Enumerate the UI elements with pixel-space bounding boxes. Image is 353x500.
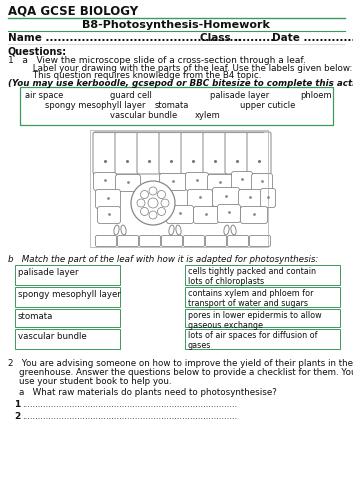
Text: a   What raw materials do plants need to photosynthesise?: a What raw materials do plants need to p… (8, 388, 277, 397)
Text: Name .................................................: Name ...................................… (8, 33, 241, 43)
Ellipse shape (114, 225, 119, 235)
Ellipse shape (121, 225, 126, 235)
Ellipse shape (231, 225, 236, 235)
Circle shape (137, 199, 145, 207)
Circle shape (149, 187, 157, 195)
Text: contains xylem and phloem for
transport of water and sugars: contains xylem and phloem for transport … (188, 289, 313, 308)
Bar (185, 309, 340, 327)
Text: pores in lower epidermis to allow
gaseous exchange: pores in lower epidermis to allow gaseou… (188, 311, 322, 330)
Text: 1: 1 (14, 400, 20, 409)
FancyBboxPatch shape (167, 206, 193, 224)
Text: vascular bundle: vascular bundle (110, 111, 177, 120)
Text: Date ..............: Date .............. (272, 33, 353, 43)
Text: This question requires knowledge from the B4 topic.: This question requires knowledge from th… (8, 71, 261, 80)
Circle shape (161, 199, 169, 207)
FancyBboxPatch shape (232, 172, 252, 190)
FancyBboxPatch shape (118, 236, 138, 246)
Text: vascular bundle: vascular bundle (18, 332, 87, 341)
FancyBboxPatch shape (247, 132, 271, 174)
Text: greenhouse. Answer the questions below to provide a checklist for them. You can: greenhouse. Answer the questions below t… (8, 368, 353, 377)
FancyBboxPatch shape (96, 236, 116, 246)
Text: phloem: phloem (300, 91, 331, 100)
FancyBboxPatch shape (93, 132, 117, 174)
FancyBboxPatch shape (227, 236, 249, 246)
Text: 2   You are advising someone on how to improve the yield of their plants in thei: 2 You are advising someone on how to imp… (8, 359, 353, 368)
FancyBboxPatch shape (251, 174, 273, 190)
FancyBboxPatch shape (213, 188, 239, 206)
FancyBboxPatch shape (97, 206, 120, 224)
Text: B8-Photosynthesis-Homework: B8-Photosynthesis-Homework (82, 20, 270, 30)
FancyBboxPatch shape (261, 188, 275, 208)
Bar (20, 87, 333, 125)
Circle shape (140, 208, 149, 216)
Bar (15, 309, 120, 327)
Text: stomata: stomata (155, 101, 189, 110)
FancyBboxPatch shape (137, 132, 161, 174)
Text: upper cuticle: upper cuticle (240, 101, 295, 110)
FancyBboxPatch shape (115, 132, 139, 174)
Text: ................................................................................: ........................................… (22, 400, 237, 409)
Ellipse shape (224, 225, 229, 235)
FancyBboxPatch shape (193, 206, 219, 224)
Bar (90, 130, 268, 247)
Text: Label your drawing with the parts of the leaf. Use the labels given below:: Label your drawing with the parts of the… (8, 64, 352, 73)
Bar (185, 329, 340, 349)
Circle shape (149, 211, 157, 219)
FancyBboxPatch shape (225, 132, 249, 174)
Text: 2: 2 (14, 412, 20, 421)
Bar (15, 329, 120, 349)
Ellipse shape (169, 225, 174, 235)
Text: b   Match the part of the leaf with how it is adapted for photosynthesis:: b Match the part of the leaf with how it… (8, 255, 318, 264)
Bar (185, 265, 340, 285)
Bar (15, 265, 120, 285)
FancyBboxPatch shape (217, 204, 240, 222)
Circle shape (140, 190, 149, 198)
Text: xylem: xylem (195, 111, 221, 120)
Circle shape (157, 208, 166, 216)
Text: cells tightly packed and contain
lots of chloroplasts: cells tightly packed and contain lots of… (188, 267, 316, 286)
FancyBboxPatch shape (240, 206, 268, 224)
FancyBboxPatch shape (239, 190, 262, 208)
Ellipse shape (176, 225, 181, 235)
Circle shape (131, 181, 175, 225)
FancyBboxPatch shape (203, 132, 227, 174)
FancyBboxPatch shape (115, 174, 140, 192)
FancyBboxPatch shape (187, 190, 213, 208)
FancyBboxPatch shape (94, 172, 116, 190)
Text: palisade layer: palisade layer (210, 91, 269, 100)
Text: spongy mesophyll layer: spongy mesophyll layer (18, 290, 121, 299)
Text: (You may use kerboodle, gcsepod or BBC bitesize to complete this activity).: (You may use kerboodle, gcsepod or BBC b… (8, 79, 353, 88)
Text: Questions:: Questions: (8, 47, 67, 57)
FancyBboxPatch shape (250, 236, 270, 246)
FancyBboxPatch shape (139, 236, 161, 246)
Text: ................................................................................: ........................................… (22, 412, 237, 421)
Text: use your student book to help you.: use your student book to help you. (8, 377, 172, 386)
Circle shape (157, 190, 166, 198)
Text: guard cell: guard cell (110, 91, 152, 100)
Text: lots of air spaces for diffusion of
gases: lots of air spaces for diffusion of gase… (188, 331, 317, 350)
FancyBboxPatch shape (208, 174, 233, 192)
Text: Class ..........: Class .......... (200, 33, 274, 43)
FancyBboxPatch shape (181, 132, 205, 174)
Text: air space: air space (25, 91, 64, 100)
Bar (185, 287, 340, 307)
Bar (15, 287, 120, 307)
Text: palisade layer: palisade layer (18, 268, 78, 277)
FancyBboxPatch shape (160, 174, 186, 190)
FancyBboxPatch shape (162, 236, 183, 246)
FancyBboxPatch shape (185, 172, 209, 190)
Text: stomata: stomata (18, 312, 53, 321)
Text: spongy mesophyll layer: spongy mesophyll layer (45, 101, 145, 110)
Circle shape (148, 198, 158, 208)
FancyBboxPatch shape (96, 190, 120, 208)
FancyBboxPatch shape (159, 132, 183, 174)
Text: 1   a   View the microscope slide of a cross-section through a leaf.: 1 a View the microscope slide of a cross… (8, 56, 306, 65)
Text: AQA GCSE BIOLOGY: AQA GCSE BIOLOGY (8, 5, 138, 18)
FancyBboxPatch shape (184, 236, 204, 246)
FancyBboxPatch shape (205, 236, 227, 246)
